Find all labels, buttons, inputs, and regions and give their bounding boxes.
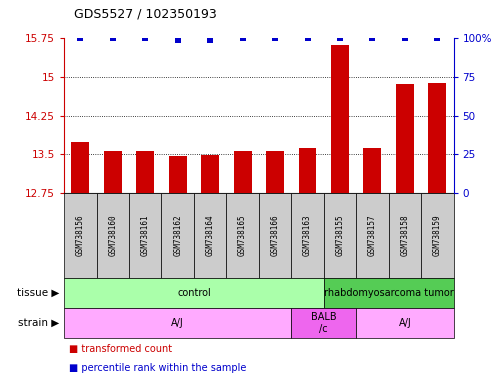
Bar bbox=[194, 193, 226, 278]
Bar bbox=[266, 151, 284, 193]
Bar bbox=[234, 151, 251, 193]
Text: GSM738163: GSM738163 bbox=[303, 215, 312, 257]
Bar bbox=[299, 148, 317, 193]
Bar bbox=[259, 193, 291, 278]
Text: ■ transformed count: ■ transformed count bbox=[69, 344, 172, 354]
Bar bbox=[64, 308, 291, 338]
Text: GSM738161: GSM738161 bbox=[141, 215, 150, 257]
Point bbox=[336, 35, 344, 41]
Text: GSM738158: GSM738158 bbox=[400, 215, 409, 257]
Point bbox=[304, 35, 312, 41]
Text: GSM738159: GSM738159 bbox=[433, 215, 442, 257]
Text: GSM738160: GSM738160 bbox=[108, 215, 117, 257]
Text: A/J: A/J bbox=[398, 318, 411, 328]
Point bbox=[76, 35, 84, 41]
Text: GSM738165: GSM738165 bbox=[238, 215, 247, 257]
Point bbox=[433, 35, 441, 41]
Text: GSM738157: GSM738157 bbox=[368, 215, 377, 257]
Bar bbox=[291, 193, 324, 278]
Bar bbox=[64, 193, 97, 278]
Bar bbox=[71, 142, 89, 193]
Bar bbox=[363, 148, 382, 193]
Bar bbox=[201, 155, 219, 193]
Text: GSM738166: GSM738166 bbox=[271, 215, 280, 257]
Bar bbox=[324, 193, 356, 278]
Bar bbox=[161, 193, 194, 278]
Text: ■ percentile rank within the sample: ■ percentile rank within the sample bbox=[69, 362, 246, 372]
Bar bbox=[396, 84, 414, 193]
Point bbox=[401, 35, 409, 41]
Bar bbox=[388, 193, 421, 278]
Point bbox=[271, 35, 279, 41]
Bar bbox=[356, 308, 454, 338]
Text: BALB
/c: BALB /c bbox=[311, 312, 337, 334]
Bar bbox=[331, 45, 349, 193]
Bar bbox=[226, 193, 259, 278]
Bar bbox=[169, 156, 187, 193]
Text: GSM738155: GSM738155 bbox=[335, 215, 345, 257]
Bar bbox=[136, 151, 154, 193]
Bar bbox=[97, 193, 129, 278]
Bar bbox=[356, 193, 388, 278]
Bar bbox=[421, 193, 454, 278]
Point bbox=[206, 37, 214, 43]
Text: GSM738164: GSM738164 bbox=[206, 215, 214, 257]
Bar bbox=[129, 193, 161, 278]
Bar bbox=[104, 151, 122, 193]
Bar bbox=[64, 278, 324, 308]
Text: tissue ▶: tissue ▶ bbox=[17, 288, 59, 298]
Text: A/J: A/J bbox=[171, 318, 184, 328]
Bar bbox=[428, 83, 446, 193]
Text: control: control bbox=[177, 288, 211, 298]
Text: GSM738156: GSM738156 bbox=[76, 215, 85, 257]
Point bbox=[141, 35, 149, 41]
Point bbox=[239, 35, 246, 41]
Bar bbox=[291, 308, 356, 338]
Text: rhabdomyosarcoma tumor: rhabdomyosarcoma tumor bbox=[324, 288, 454, 298]
Bar bbox=[324, 278, 454, 308]
Point bbox=[368, 35, 376, 41]
Text: strain ▶: strain ▶ bbox=[18, 318, 59, 328]
Text: GSM738162: GSM738162 bbox=[173, 215, 182, 257]
Point bbox=[174, 37, 181, 43]
Point bbox=[109, 35, 117, 41]
Text: GDS5527 / 102350193: GDS5527 / 102350193 bbox=[74, 8, 217, 21]
